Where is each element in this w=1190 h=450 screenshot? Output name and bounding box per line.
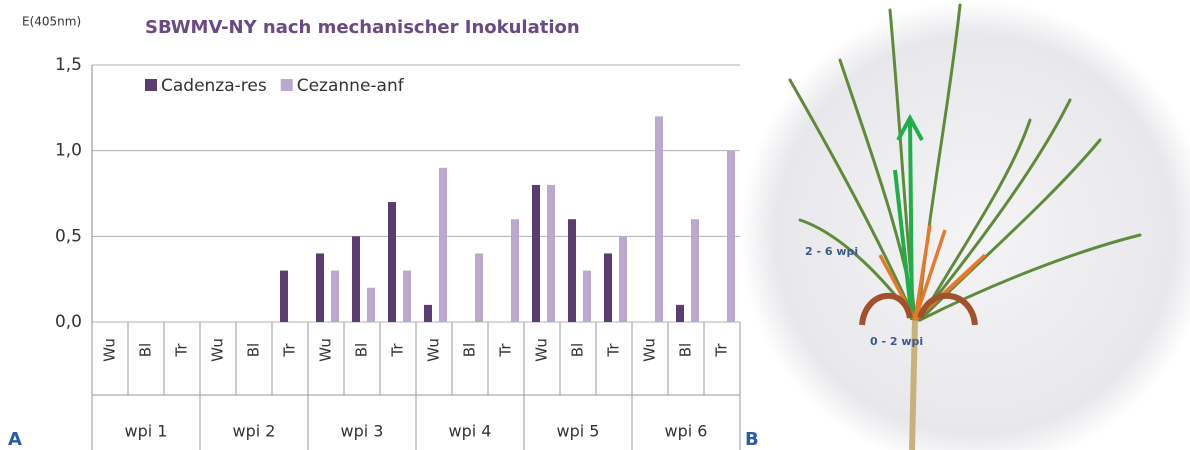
photo-label: 0 - 2 wpi <box>870 335 923 348</box>
x-tick-label: Wu <box>425 338 443 362</box>
x-tick-label: Wu <box>533 338 551 362</box>
x-tick-label: Tr <box>605 343 623 358</box>
x-tick-label: Tr <box>173 343 191 358</box>
bar <box>367 287 375 322</box>
photo-background <box>740 0 1190 450</box>
bar <box>532 184 540 322</box>
bar <box>727 150 735 322</box>
x-tick-label: Tr <box>281 343 299 358</box>
y-tick-label: 1,5 <box>55 55 82 75</box>
bar <box>352 236 360 322</box>
legend-swatch <box>145 79 157 91</box>
bar <box>475 253 483 322</box>
bar <box>619 236 627 322</box>
bar <box>655 116 663 323</box>
group-label: wpi 6 <box>665 422 708 441</box>
bar <box>511 219 519 322</box>
bar <box>568 219 576 322</box>
stem <box>909 319 918 450</box>
legend-label: Cadenza-res <box>161 76 267 96</box>
group-label: wpi 2 <box>233 422 276 441</box>
x-tick-label: Wu <box>101 338 119 362</box>
panel-label: B <box>745 429 759 450</box>
x-tick-label: Bl <box>569 343 587 357</box>
group-label: wpi 5 <box>557 422 600 441</box>
bar <box>547 184 555 322</box>
bar <box>424 304 432 322</box>
bar <box>331 270 339 322</box>
group-label: wpi 3 <box>341 422 384 441</box>
bar <box>604 253 612 322</box>
y-tick-label: 1,0 <box>55 141 82 161</box>
x-tick-label: Bl <box>137 343 155 357</box>
x-tick-label: Wu <box>209 338 227 362</box>
bar <box>388 202 396 322</box>
panel-label: A <box>8 429 22 450</box>
group-label: wpi 1 <box>125 422 168 441</box>
bar <box>691 219 699 322</box>
photo-label: 2 - 6 wpi <box>805 245 858 258</box>
bar <box>583 270 591 322</box>
y-tick-label: 0,5 <box>55 226 82 246</box>
bar <box>403 270 411 322</box>
x-tick-label: Tr <box>497 343 515 358</box>
bar <box>316 253 324 322</box>
x-tick-label: Tr <box>713 343 731 358</box>
legend-label: Cezanne-anf <box>297 76 405 96</box>
bar <box>439 167 447 322</box>
green-arrows <box>893 113 924 321</box>
x-tick-label: Tr <box>389 343 407 358</box>
bar <box>676 304 684 322</box>
x-tick-label: Bl <box>245 343 263 357</box>
x-tick-label: Wu <box>641 338 659 362</box>
x-tick-label: Bl <box>353 343 371 357</box>
x-tick-label: Bl <box>677 343 695 357</box>
chart-title: SBWMV-NY nach mechanischer Inokulation <box>145 17 580 38</box>
bar <box>280 270 288 322</box>
y-axis-label: E(405nm) <box>22 15 81 29</box>
x-tick-label: Wu <box>317 338 335 362</box>
photo: 2 - 6 wpi 0 - 2 wpi <box>740 0 1190 450</box>
x-tick-label: Bl <box>461 343 479 357</box>
legend-swatch <box>280 79 293 91</box>
brown-arcs <box>859 292 978 326</box>
group-label: wpi 4 <box>449 422 492 441</box>
y-tick-label: 0,0 <box>55 312 82 332</box>
